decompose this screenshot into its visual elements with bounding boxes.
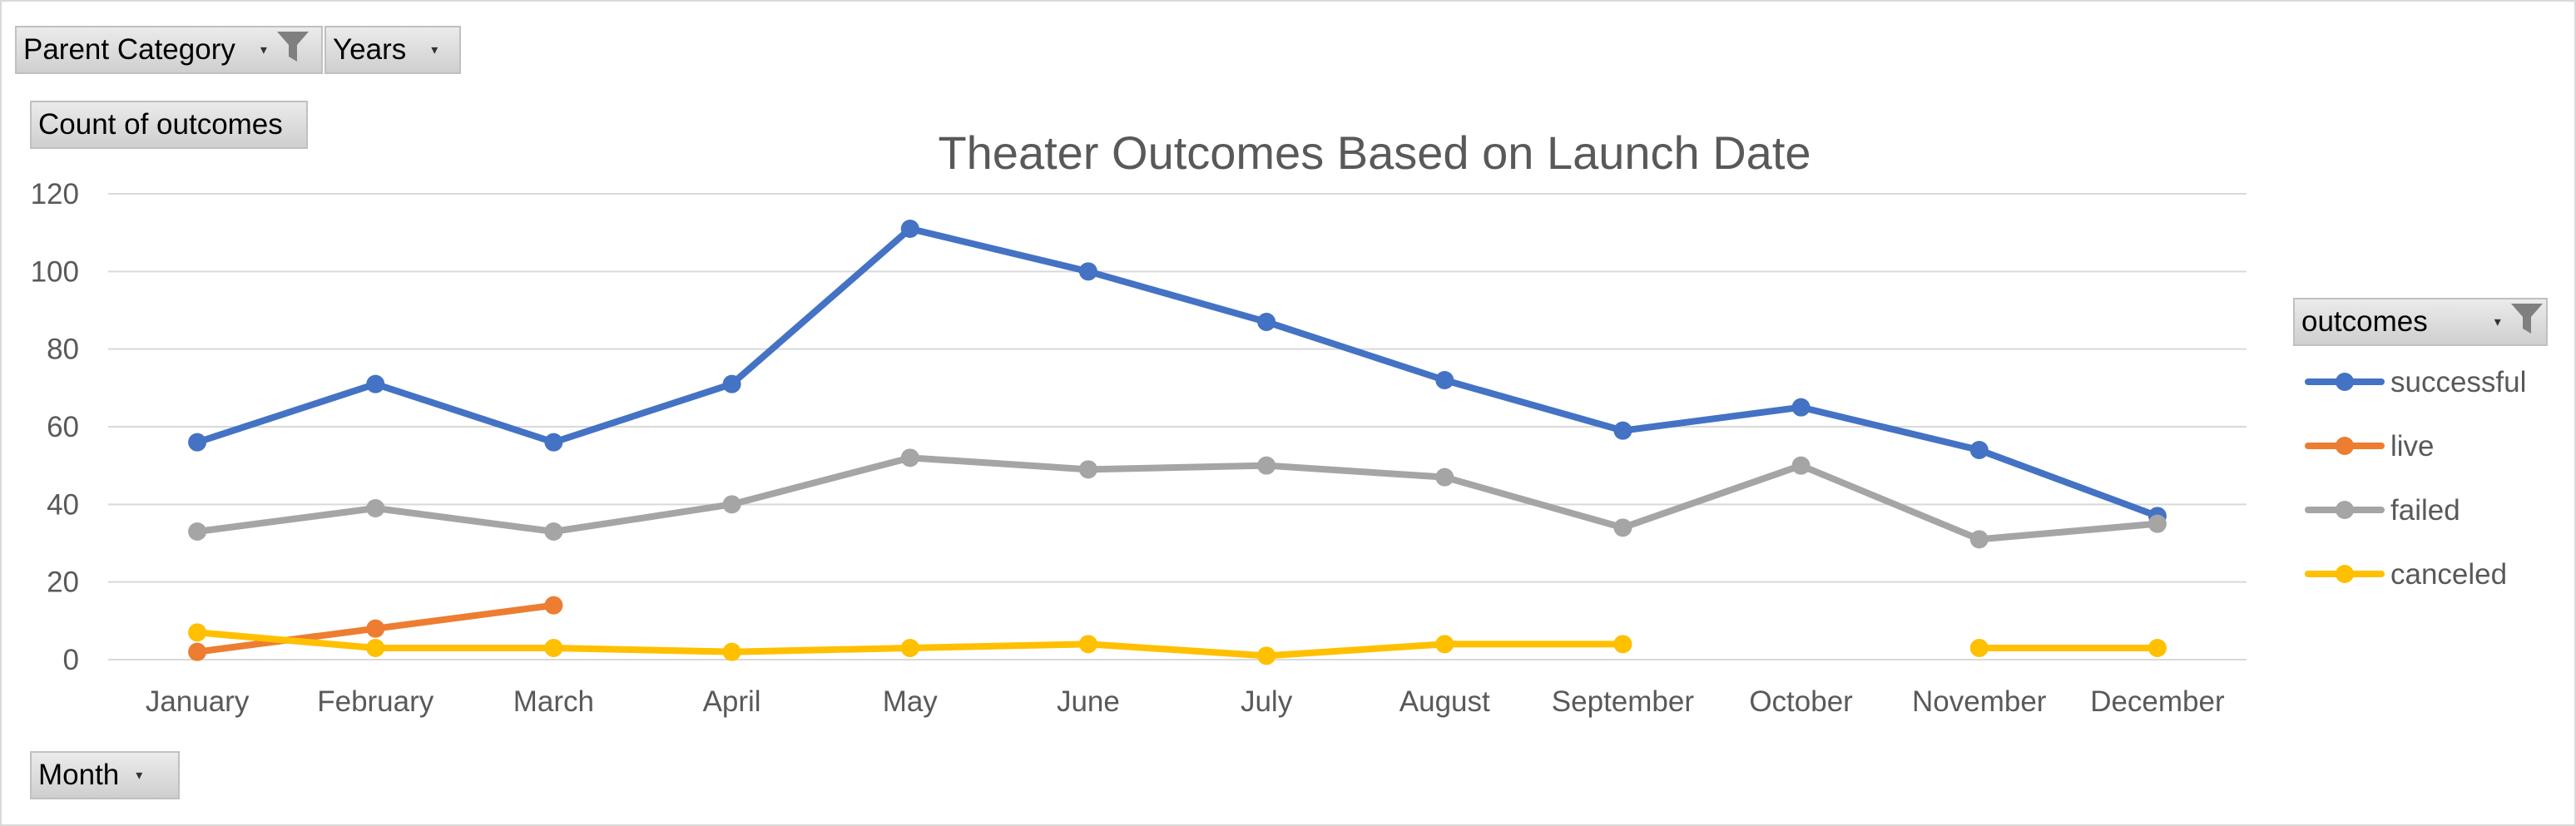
series-successful <box>188 220 2167 526</box>
data-point-successful[interactable] <box>722 374 741 393</box>
legend-label: failed <box>2390 494 2460 527</box>
x-tick-label: August <box>1399 685 1490 718</box>
parent-category-filter-button[interactable]: Parent Category ▾ <box>15 26 323 74</box>
data-point-failed[interactable] <box>900 448 919 467</box>
month-axis-field-button[interactable]: Month ▾ <box>30 751 180 799</box>
y-tick-label: 0 <box>63 644 79 676</box>
y-axis-ticks: 0 20 40 60 80 100 120 <box>31 178 79 676</box>
legend-swatch-marker <box>2336 373 2354 391</box>
outcomes-field-label: outcomes <box>2301 305 2428 338</box>
data-point-canceled[interactable] <box>2147 639 2167 657</box>
data-point-failed[interactable] <box>2147 514 2167 533</box>
data-point-failed[interactable] <box>1969 530 1989 549</box>
x-tick-label: January <box>146 685 250 718</box>
x-tick-label: September <box>1552 685 1695 718</box>
data-point-successful[interactable] <box>366 374 385 393</box>
data-point-successful[interactable] <box>544 433 563 452</box>
data-point-canceled[interactable] <box>1613 635 1632 654</box>
x-tick-label: July <box>1241 685 1293 718</box>
legend-item-live[interactable]: live <box>2305 430 2435 462</box>
legend-label: canceled <box>2390 558 2507 591</box>
chevron-down-icon: ▾ <box>260 43 267 57</box>
data-point-successful[interactable] <box>1791 398 1811 417</box>
legend-label: live <box>2390 430 2435 462</box>
legend-item-failed[interactable]: failed <box>2305 494 2460 527</box>
gridlines <box>108 193 2247 660</box>
data-point-failed[interactable] <box>1078 460 1097 479</box>
legend-swatch-marker <box>2336 501 2354 519</box>
x-tick-label: March <box>513 685 594 718</box>
data-point-canceled[interactable] <box>544 639 563 657</box>
legend-item-canceled[interactable]: canceled <box>2305 558 2507 591</box>
data-point-failed[interactable] <box>188 522 207 541</box>
values-field-button[interactable]: Count of outcomes <box>30 101 308 149</box>
y-tick-label: 40 <box>47 488 79 521</box>
data-point-canceled[interactable] <box>188 623 207 642</box>
data-point-canceled[interactable] <box>722 642 741 661</box>
x-tick-label: April <box>703 685 761 718</box>
x-tick-label: June <box>1057 685 1120 718</box>
values-field-label: Count of outcomes <box>38 108 283 141</box>
data-point-canceled[interactable] <box>366 639 385 657</box>
data-point-live[interactable] <box>544 596 563 615</box>
data-point-canceled[interactable] <box>1969 639 1989 657</box>
y-tick-label: 60 <box>47 411 79 443</box>
years-label: Years <box>333 33 407 66</box>
y-tick-label: 20 <box>47 566 79 599</box>
data-point-failed[interactable] <box>1435 467 1454 487</box>
data-point-successful[interactable] <box>1078 262 1097 281</box>
x-tick-label: May <box>883 685 939 718</box>
x-tick-label: February <box>317 685 434 718</box>
chart-title: Theater Outcomes Based on Launch Date <box>938 126 1811 179</box>
data-point-canceled[interactable] <box>1435 635 1454 654</box>
data-point-live[interactable] <box>188 642 207 661</box>
legend-swatch-marker <box>2336 565 2354 583</box>
data-point-failed[interactable] <box>366 499 385 517</box>
y-tick-label: 80 <box>47 334 79 366</box>
legend: successful live failed canceled <box>2305 366 2526 591</box>
legend-swatch-marker <box>2336 437 2354 455</box>
x-tick-label: December <box>2090 685 2225 718</box>
x-tick-label: October <box>1749 685 1853 718</box>
series-canceled <box>188 623 2167 665</box>
x-axis-ticks: January February March April May June July Augu… <box>146 685 2225 718</box>
series-line-failed <box>194 454 2161 543</box>
chevron-down-icon: ▾ <box>431 43 438 57</box>
data-point-successful[interactable] <box>1613 421 1632 440</box>
series-live <box>188 596 563 661</box>
years-filter-button[interactable]: Years ▾ <box>324 26 461 74</box>
data-point-canceled[interactable] <box>1078 635 1097 654</box>
y-tick-label: 100 <box>31 255 79 288</box>
chevron-down-icon: ▾ <box>2494 315 2501 329</box>
outcomes-legend-field-button[interactable]: outcomes ▾ <box>2293 298 2548 346</box>
parent-category-label: Parent Category <box>23 33 235 66</box>
legend-label: successful <box>2390 366 2526 398</box>
data-point-canceled[interactable] <box>1257 646 1276 665</box>
series-failed <box>188 448 2167 549</box>
series-line-successful <box>194 225 2161 520</box>
x-tick-label: November <box>1912 685 2047 718</box>
data-point-canceled[interactable] <box>900 639 919 657</box>
data-point-failed[interactable] <box>1791 456 1811 475</box>
data-point-successful[interactable] <box>1435 371 1454 389</box>
data-point-failed[interactable] <box>1257 456 1276 475</box>
filter-funnel-icon <box>275 30 310 71</box>
data-point-failed[interactable] <box>1613 518 1632 537</box>
data-point-successful[interactable] <box>188 433 207 452</box>
data-point-failed[interactable] <box>722 495 741 514</box>
series-lines <box>188 220 2167 665</box>
y-tick-label: 120 <box>31 178 79 210</box>
data-point-successful[interactable] <box>900 220 919 238</box>
data-point-live[interactable] <box>366 619 385 638</box>
month-axis-label: Month <box>38 759 120 791</box>
data-point-successful[interactable] <box>1969 441 1989 459</box>
data-point-successful[interactable] <box>1257 313 1276 331</box>
data-point-failed[interactable] <box>544 522 563 541</box>
legend-item-successful[interactable]: successful <box>2305 366 2526 398</box>
filter-funnel-icon <box>2509 302 2544 343</box>
chevron-down-icon: ▾ <box>136 769 143 783</box>
